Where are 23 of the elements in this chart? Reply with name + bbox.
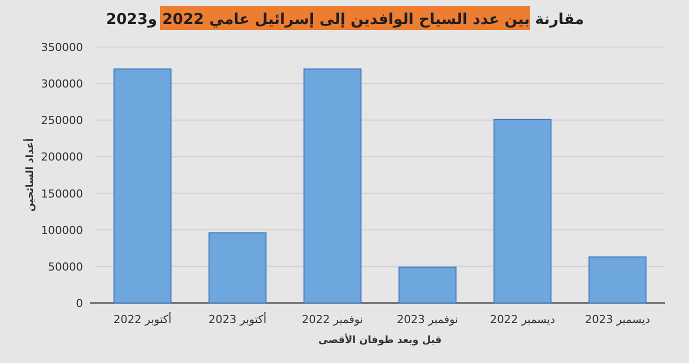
x-tick-label: ديسمبر 2023: [584, 313, 650, 326]
bar: [114, 68, 172, 304]
chart-title: مقارنة بين عدد السياح الوافدين إلى إسرائيل عامي 2022 و2023: [106, 10, 584, 28]
y-tick-label: 0: [76, 297, 83, 310]
bar: [304, 68, 362, 304]
y-tick-label: 100000: [41, 224, 83, 237]
y-tick-label: 300000: [41, 78, 83, 91]
x-tick-label: ديسمبر 2022: [490, 313, 556, 326]
y-tick-label: 200000: [41, 150, 83, 164]
bar: [208, 232, 266, 304]
x-tick-label: أكتوبر 2023: [208, 312, 266, 326]
bar: [398, 266, 456, 304]
x-tick-label: أكتوبر 2022: [114, 312, 172, 326]
y-tick-label: 150000: [41, 187, 83, 200]
y-axis-title: أعداد السائحين: [23, 138, 36, 212]
x-tick-label: نوفمبر 2023: [396, 313, 458, 326]
y-tick-label: 50000: [48, 260, 83, 274]
bar: [494, 118, 552, 304]
y-tick-label: 350000: [41, 41, 83, 54]
bar: [588, 256, 646, 304]
y-tick-label: 250000: [41, 114, 83, 128]
x-tick-label: نوفمبر 2022: [302, 313, 364, 326]
x-axis-title: قبل وبعد طوفان الأقصى: [318, 333, 442, 346]
